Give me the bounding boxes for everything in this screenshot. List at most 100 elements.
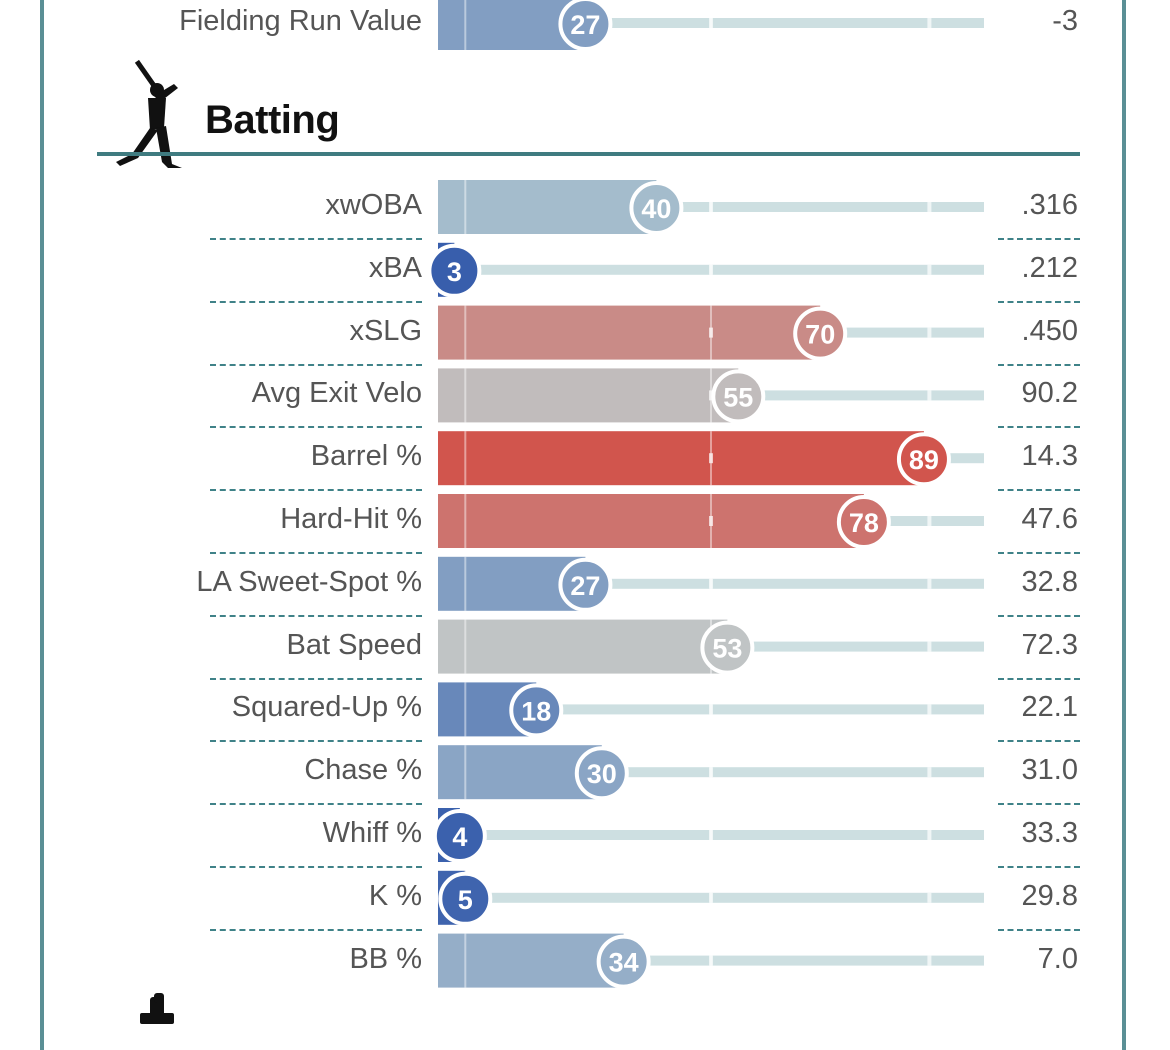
metric-value-avg-exit-velo: 90.2 xyxy=(1021,377,1078,410)
percentile-label-fielding-run-value: 27 xyxy=(570,10,600,40)
metric-label-fielding-run-value: Fielding Run Value xyxy=(179,5,422,37)
percentile-label-hard-hit: 78 xyxy=(849,508,879,538)
percentile-marker-chase xyxy=(574,746,629,801)
glove-icon xyxy=(140,993,174,1024)
row-divider xyxy=(998,928,1080,931)
track-tick-bb-50 xyxy=(709,955,713,966)
row-divider xyxy=(210,489,422,492)
metric-label-k: K % xyxy=(368,879,422,912)
refline-squared-up-5 xyxy=(464,682,467,737)
row-divider xyxy=(210,928,422,931)
metric-value-la-sweet-spot: 32.8 xyxy=(1021,565,1078,598)
percentile-marker-whiff xyxy=(432,809,487,863)
row-divider xyxy=(210,740,422,743)
section-divider xyxy=(97,152,1080,156)
metric-label-xba: xBA xyxy=(368,251,422,284)
metric-value-bb: 7.0 xyxy=(1037,942,1078,975)
row-divider xyxy=(998,238,1080,240)
track-tick-xwoba-50 xyxy=(709,202,713,212)
track-tick-barrel-50 xyxy=(709,453,713,464)
track-tick-xslg-90 xyxy=(927,327,932,338)
percentile-label-la-sweet-spot: 27 xyxy=(570,571,600,601)
track-tick-xwoba-90 xyxy=(927,202,932,212)
refline-hard-hit-5 xyxy=(464,494,467,548)
metric-label-whiff: Whiff % xyxy=(322,817,422,849)
refline-barrel-5 xyxy=(464,431,467,486)
percentile-marker-xba xyxy=(427,243,482,298)
percentile-marker-la-sweet-spot xyxy=(558,557,613,612)
percentile-label-bat-speed: 53 xyxy=(712,634,742,664)
row-divider xyxy=(998,866,1080,868)
bar-chase xyxy=(438,745,602,800)
batter-icon xyxy=(116,59,182,168)
bar-barrel xyxy=(438,431,924,486)
row-divider xyxy=(998,363,1080,366)
row-divider xyxy=(210,866,422,868)
track-tick-la-sweet-spot-50 xyxy=(709,578,713,589)
percentile-marker-xslg xyxy=(793,306,848,361)
section-title: Batting xyxy=(205,98,340,142)
metric-label-chase: Chase % xyxy=(304,754,422,787)
refline-xslg-5 xyxy=(464,305,467,360)
track-tick-avg-exit-velo-50 xyxy=(709,390,713,401)
percentile-marker-fielding-run-value xyxy=(558,0,613,51)
metric-label-la-sweet-spot: LA Sweet-Spot % xyxy=(196,565,422,598)
percentile-label-squared-up: 18 xyxy=(521,696,551,726)
metric-value-whiff: 33.3 xyxy=(1021,817,1078,849)
row-divider xyxy=(210,614,422,617)
percentile-marker-squared-up xyxy=(509,683,564,738)
bar-bb xyxy=(438,933,624,988)
track-tick-xba-90 xyxy=(927,264,932,275)
refline-avg-exit-velo-5 xyxy=(464,368,467,423)
bar-hard-hit xyxy=(438,494,864,548)
metric-label-xwoba: xwOBA xyxy=(325,189,422,221)
row-divider xyxy=(998,677,1080,680)
track-tick-squared-up-50 xyxy=(709,704,713,715)
metric-value-bat-speed: 72.3 xyxy=(1021,628,1078,661)
row-divider xyxy=(998,740,1080,743)
refline-la-sweet-spot-5 xyxy=(464,556,467,611)
percentile-marker-avg-exit-velo xyxy=(711,369,766,424)
metric-label-squared-up: Squared-Up % xyxy=(231,691,422,724)
percentile-marker-hard-hit xyxy=(836,495,891,549)
percentile-marker-k xyxy=(438,871,493,926)
percentile-label-k: 5 xyxy=(458,885,473,915)
track-tick-chase-90 xyxy=(927,767,932,778)
track-tick-fielding-run-value-90 xyxy=(927,18,932,28)
metric-label-xslg: xSLG xyxy=(349,314,422,347)
track-tick-fielding-run-value-50 xyxy=(709,18,713,28)
metric-value-barrel: 14.3 xyxy=(1021,440,1078,473)
percentile-marker-barrel xyxy=(896,432,951,487)
row-divider xyxy=(998,803,1080,806)
metric-value-squared-up: 22.1 xyxy=(1021,691,1078,724)
track-tick-whiff-90 xyxy=(927,830,932,840)
refline-chase-5 xyxy=(464,745,467,800)
bar-xslg xyxy=(438,305,821,360)
row-divider xyxy=(210,363,422,366)
track-tick-bat-speed-90 xyxy=(927,641,932,652)
track-tick-xba-50 xyxy=(709,264,713,275)
percentile-label-barrel: 89 xyxy=(909,445,939,475)
row-divider xyxy=(210,552,422,554)
percentile-label-xslg: 70 xyxy=(805,320,835,350)
percentile-label-xwoba: 40 xyxy=(641,194,671,224)
metric-label-barrel: Barrel % xyxy=(310,440,422,473)
row-divider xyxy=(998,614,1080,617)
percentile-marker-bat-speed xyxy=(700,620,755,675)
metric-value-xwoba: .316 xyxy=(1021,189,1078,221)
track-tick-bb-90 xyxy=(927,955,932,966)
metric-value-hard-hit: 47.6 xyxy=(1021,503,1078,535)
bar-avg-exit-velo xyxy=(438,368,739,423)
card-frame xyxy=(40,0,1126,1050)
row-divider xyxy=(210,238,422,240)
percentile-marker-bb xyxy=(596,934,651,989)
metric-label-bat-speed: Bat Speed xyxy=(286,628,422,661)
metric-value-fielding-run-value: -3 xyxy=(1052,5,1078,37)
refline-bb-5 xyxy=(464,933,467,988)
percentile-chart: 27 40 3 70 55 89 78 27 53 18 30 4 5 34 xyxy=(427,0,984,989)
refline-xwoba-5 xyxy=(464,180,467,234)
percentile-label-chase: 30 xyxy=(587,759,617,789)
track-tick-chase-50 xyxy=(709,767,713,778)
track-tick-la-sweet-spot-90 xyxy=(927,578,932,589)
percentile-label-whiff: 4 xyxy=(452,822,467,852)
